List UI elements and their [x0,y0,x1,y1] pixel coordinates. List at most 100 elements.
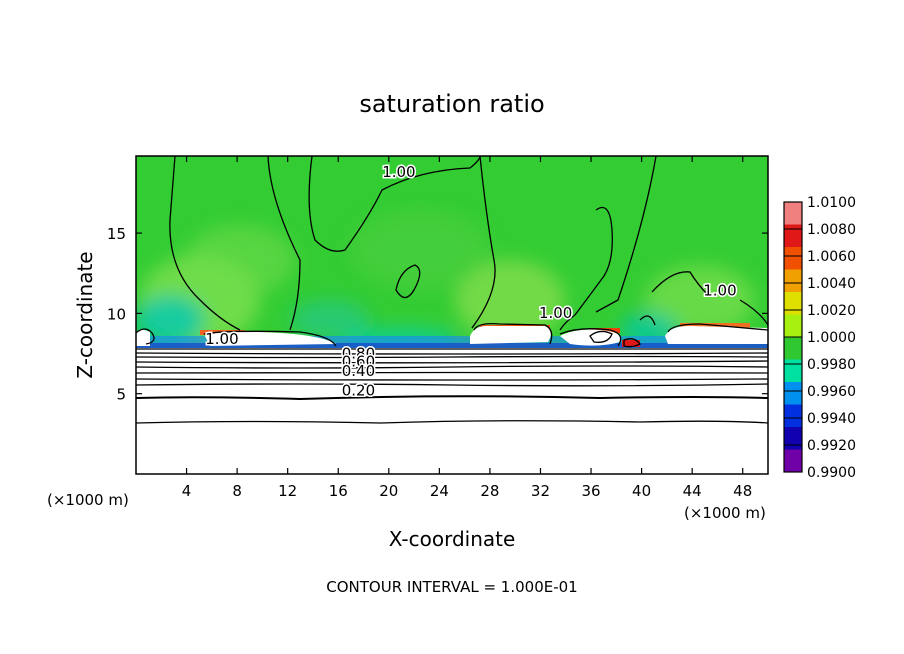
contour-line [136,420,768,424]
colorbar-tick-label: 0.9940 [807,411,856,427]
colorbar-swatch [784,224,802,248]
x-tick-label: 12 [278,482,297,500]
y-tick-label: 10 [107,305,126,323]
contour-line [595,156,657,313]
x-tick-label: 4 [182,482,192,500]
cloud-patch [136,330,150,346]
x-tick-label: 24 [430,482,449,500]
colorbar-swatch [784,247,802,270]
contour-interval-note: CONTOUR INTERVAL = 1.000E-01 [326,578,577,596]
colorbar-swatch [784,449,802,473]
field-patch [455,260,565,340]
contour-line [136,371,768,374]
contour-label: 1.00 [539,304,572,322]
colorbar-tick-label: 0.9980 [807,357,856,373]
colorbar-tick-label: 1.0080 [807,222,856,238]
blue-band-dark [136,343,768,348]
contour-label: 1.00 [382,163,415,181]
contour-label-group: 1.00 1.00 1.00 1.00 0.800.600.400.20 [204,161,738,400]
x-tick-label: 20 [379,482,398,500]
colorbar-swatch [784,314,802,338]
colorbar-tick-label: 1.0060 [807,249,856,265]
x-tick-label: 8 [232,482,242,500]
colorbar-swatch [784,404,802,428]
plot-frame [135,155,769,475]
contour-line [651,271,709,296]
field-patch [290,300,370,340]
field-patch [136,295,205,345]
contour-line [589,330,613,343]
field-patch [350,210,490,290]
contour-label: 0.60 [342,352,375,370]
plot-area [136,156,768,474]
x-unit-label-left: (×1000 m) [47,491,129,509]
x-tick-label: 40 [632,482,651,500]
field-patch [645,265,755,335]
contour-line [471,156,496,329]
colorbar-swatch [784,202,802,225]
contour-line [136,352,768,355]
colorbar-swatch [784,359,802,383]
red-band [622,340,640,347]
colorbar-swatch [784,337,802,360]
contour-line [639,315,656,326]
contour-line [136,378,768,381]
field-patch [185,225,295,295]
contour-line [267,156,301,331]
red-band [590,328,620,333]
contour-line [308,156,481,252]
contour-label: 1.00 [205,330,238,348]
colorbar-swatch [784,427,802,450]
x-tick-label: 32 [531,482,550,500]
x-tick-label: 36 [581,482,600,500]
colorbar-tick-label: 0.9900 [807,465,856,481]
cloud-patch [470,325,551,344]
contour-lines [136,156,768,424]
contour-line [136,355,768,359]
contour-line [136,383,768,387]
y-tick-label: 5 [116,386,126,404]
colorbar-tick-label: 1.0000 [807,330,856,346]
y-axis-label: Z-coordinate [73,251,97,378]
contour-label: 0.40 [342,362,375,380]
colorbar-swatch [784,269,802,293]
colorbar-tick-label: 1.0020 [807,303,856,319]
x-tick-label: 16 [329,482,348,500]
contour-line [739,299,768,326]
colorbar-tick-label: 0.9920 [807,438,856,454]
x-tick-label: 44 [683,482,702,500]
x-tick-label: 48 [733,482,752,500]
y-tick-group: 5 10 15 [107,225,768,404]
colorbar-tick-label: 0.9960 [807,384,856,400]
y-tick-label: 15 [107,225,126,243]
contour-line [136,360,768,364]
contour-line [395,264,421,299]
colorbar-swatch [784,292,802,315]
contour-line [169,156,241,331]
cloud-patch [665,326,768,344]
x-tick-label: 28 [480,482,499,500]
cloud-patch [205,331,336,346]
colorbar-tick-label: 1.0040 [807,276,856,292]
lower-white [136,348,768,474]
contour-line [203,330,337,347]
colorbar-tick-label: 1.0100 [807,195,856,211]
chart-title: saturation ratio [359,90,544,118]
contour-line [667,323,768,333]
contour-label: 0.20 [342,381,375,399]
contour-line [136,395,768,401]
contour-line [473,322,553,345]
contour-line [559,328,622,347]
contour-label: 1.00 [703,282,736,300]
contour-line [136,365,768,369]
contour-line [623,338,641,348]
contour-line [136,328,155,345]
colorbar: 1.0100 1.0080 1.0060 1.0040 1.0020 1.0000 0.99… [783,195,856,481]
x-tick-group: 4 8 12 16 20 24 28 32 36 40 44 48 [182,156,752,500]
x-axis-label: X-coordinate [389,527,516,551]
contour-label: 0.80 [342,344,375,362]
colorbar-swatch [784,382,802,405]
contour-line [559,206,613,331]
x-unit-label-right: (×1000 m) [684,504,766,522]
